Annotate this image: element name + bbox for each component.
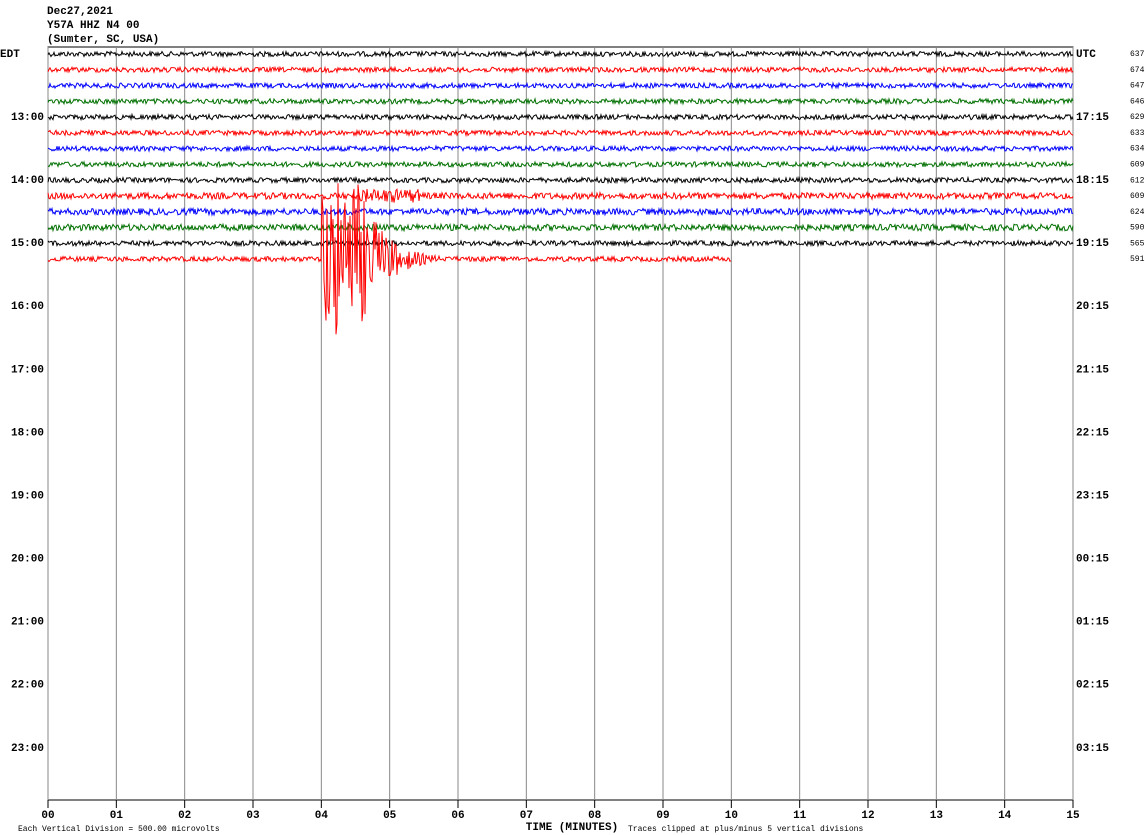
trace	[47, 144, 1074, 153]
trace-scale-label: 646	[1130, 97, 1145, 106]
left-time-label: 13:00	[11, 112, 44, 124]
left-time-label: 15:00	[11, 238, 44, 250]
left-time-label: 18:00	[11, 427, 44, 439]
trace-scale-label: 565	[1130, 239, 1145, 248]
x-tick-label: 07	[520, 810, 533, 822]
right-time-label: 20:15	[1076, 301, 1109, 313]
trace-scale-label: 590	[1130, 224, 1145, 233]
x-tick-label: 10	[725, 810, 738, 822]
left-time-label: 20:00	[11, 554, 44, 566]
right-time-label: 19:15	[1076, 238, 1109, 250]
trace	[47, 188, 1074, 203]
right-time-label: 02:15	[1076, 680, 1109, 692]
x-tick-label: 04	[315, 810, 329, 822]
x-tick-label: 01	[110, 810, 124, 822]
x-tick-label: 12	[861, 810, 874, 822]
left-time-label: 23:00	[11, 743, 44, 755]
right-time-label: 01:15	[1076, 617, 1109, 629]
x-tick-label: 14	[998, 810, 1012, 822]
trace-scale-label: 633	[1130, 129, 1145, 138]
trace	[47, 49, 1074, 59]
trace-scale-label: 624	[1130, 208, 1145, 217]
trace	[47, 81, 1074, 90]
x-tick-label: 09	[656, 810, 669, 822]
x-axis-label: TIME (MINUTES)	[526, 822, 618, 834]
footnote-left: Each Vertical Division = 500.00 microvol…	[18, 825, 220, 834]
trace-scale-label: 634	[1130, 145, 1145, 154]
trace	[47, 112, 1074, 122]
left-time-label: 14:00	[11, 175, 44, 187]
x-tick-label: 11	[793, 810, 807, 822]
left-time-label: 22:00	[11, 680, 44, 692]
left-time-label: 19:00	[11, 490, 44, 502]
x-tick-label: 13	[930, 810, 944, 822]
title-station: Y57A HHZ N4 00	[47, 20, 139, 32]
plot-frame	[47, 46, 1074, 801]
right-time-label: 00:15	[1076, 554, 1109, 566]
x-tick-label: 03	[246, 810, 260, 822]
trace	[47, 222, 1074, 233]
x-tick-label: 08	[588, 810, 602, 822]
footnote-right: Traces clipped at plus/minus 5 vertical …	[628, 825, 863, 834]
right-time-label: 17:15	[1076, 112, 1109, 124]
x-tick-label: 00	[41, 810, 54, 822]
left-time-label: 16:00	[11, 301, 44, 313]
trace-scale-label: 629	[1130, 113, 1145, 122]
right-time-label: 22:15	[1076, 427, 1109, 439]
trace-scale-label: 609	[1130, 160, 1145, 169]
right-time-label: UTC	[1076, 49, 1096, 61]
x-tick-label: 06	[451, 810, 464, 822]
trace-scale-label: 612	[1130, 176, 1145, 185]
trace-scale-label: 674	[1130, 66, 1145, 75]
left-time-label: 21:00	[11, 617, 44, 629]
title-date: Dec27,2021	[47, 6, 113, 18]
trace	[47, 160, 1074, 169]
trace	[47, 128, 1074, 138]
trace	[47, 175, 1074, 185]
x-tick-label: 15	[1066, 810, 1080, 822]
trace-scale-label: 637	[1130, 50, 1145, 59]
trace-scale-label: 647	[1130, 82, 1145, 91]
x-tick-label: 05	[383, 810, 397, 822]
left-time-label: 17:00	[11, 364, 44, 376]
trace	[47, 65, 1074, 75]
right-time-label: 18:15	[1076, 175, 1109, 187]
right-time-label: 03:15	[1076, 743, 1109, 755]
trace	[47, 183, 732, 335]
trace	[47, 96, 1074, 106]
title-location: (Sumter, SC, USA)	[47, 34, 159, 46]
right-time-label: 21:15	[1076, 364, 1109, 376]
right-time-label: 23:15	[1076, 490, 1109, 502]
trace	[47, 238, 1074, 248]
x-tick-label: 02	[178, 810, 191, 822]
trace-scale-label: 609	[1130, 192, 1145, 201]
left-time-label: EDT	[0, 49, 20, 61]
trace-scale-label: 591	[1130, 255, 1145, 264]
trace	[47, 206, 1074, 217]
